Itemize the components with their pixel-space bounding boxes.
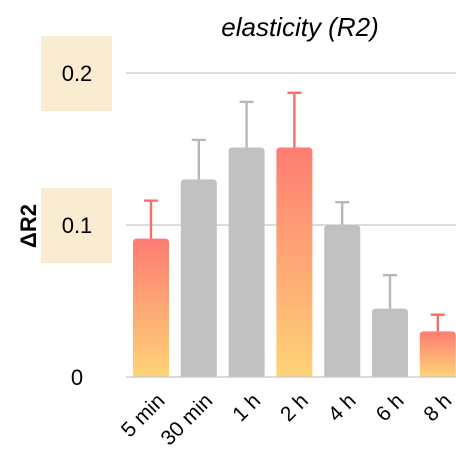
error-bar-layer bbox=[144, 91, 445, 332]
bar-3 bbox=[276, 147, 313, 377]
bar-1 bbox=[180, 179, 217, 377]
y-tick-highlight-1 bbox=[41, 188, 112, 263]
y-tick-highlight-layer bbox=[41, 36, 112, 263]
bar-0 bbox=[133, 238, 169, 377]
x-tick-label-3: 2 h bbox=[276, 389, 313, 426]
error-bar-4 bbox=[335, 200, 350, 225]
error-bar-1 bbox=[191, 138, 206, 180]
x-tick-label-6: 8 h bbox=[419, 389, 456, 426]
y-tick-label-2: 0.2 bbox=[62, 61, 93, 86]
bar-4 bbox=[324, 225, 361, 377]
error-bar-2 bbox=[239, 100, 254, 148]
error-bar-3 bbox=[287, 91, 302, 148]
error-bar-0 bbox=[144, 199, 158, 239]
error-bar-5 bbox=[383, 273, 397, 309]
x-tick-label-5: 6 h bbox=[372, 389, 409, 426]
bar-5 bbox=[372, 308, 408, 377]
y-tick-highlight-2 bbox=[41, 36, 112, 111]
x-tick-label-1: 30 min bbox=[157, 389, 218, 450]
chart-title: elasticity (R2) bbox=[221, 12, 378, 42]
bar-2 bbox=[228, 147, 265, 377]
y-tick-labels: 0 0.1 0.2 bbox=[62, 61, 93, 390]
bar-6 bbox=[419, 331, 456, 377]
y-tick-label-1: 0.1 bbox=[62, 213, 93, 238]
y-axis-label: ΔR2 bbox=[16, 204, 41, 248]
x-tick-label-2: 1 h bbox=[228, 389, 265, 426]
bar-layer bbox=[133, 147, 456, 377]
error-bar-6 bbox=[430, 313, 445, 332]
x-tick-label-4: 4 h bbox=[324, 389, 361, 426]
y-tick-label-0: 0 bbox=[71, 365, 83, 390]
